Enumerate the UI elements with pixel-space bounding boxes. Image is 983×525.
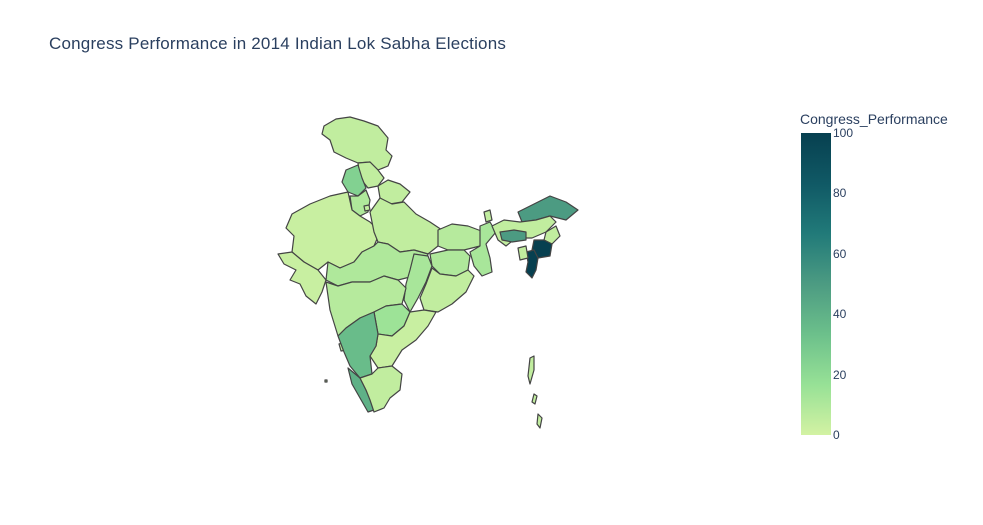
state-tamil-nadu[interactable] xyxy=(359,365,403,413)
colorbar-tick-label: 60 xyxy=(833,246,847,261)
colorbar-tick-label: 40 xyxy=(833,307,847,322)
state-punjab[interactable] xyxy=(341,164,367,197)
state-odisha[interactable] xyxy=(419,267,475,313)
state-jammu-and-kashmir[interactable] xyxy=(321,116,393,171)
chart-title: Congress Performance in 2014 Indian Lok … xyxy=(49,34,507,53)
colorbar-tick-label: 100 xyxy=(833,126,854,140)
state-andaman-and-nicobar-islands[interactable] xyxy=(527,355,543,429)
colorbar-tick-label: 80 xyxy=(833,186,847,201)
state-bihar[interactable] xyxy=(437,223,485,251)
state-karnataka[interactable] xyxy=(337,311,379,379)
states-layer xyxy=(277,116,579,429)
state-nagaland[interactable] xyxy=(543,225,561,245)
state-lakshadweep[interactable] xyxy=(324,379,328,383)
state-sikkim[interactable] xyxy=(483,209,493,223)
colorbar-tick-label: 20 xyxy=(833,367,847,382)
state-andhra-pradesh[interactable] xyxy=(369,309,437,369)
state-chhattisgarh[interactable] xyxy=(403,253,433,313)
state-tripura[interactable] xyxy=(517,245,529,261)
state-delhi[interactable] xyxy=(363,204,371,212)
colorbar-tick-label: 0 xyxy=(833,428,840,442)
state-meghalaya[interactable] xyxy=(499,229,527,243)
colorbar xyxy=(801,133,831,435)
state-gujarat[interactable] xyxy=(277,251,327,305)
state-mizoram[interactable] xyxy=(525,249,539,279)
colorbar-title: Congress_Performance xyxy=(800,111,948,127)
